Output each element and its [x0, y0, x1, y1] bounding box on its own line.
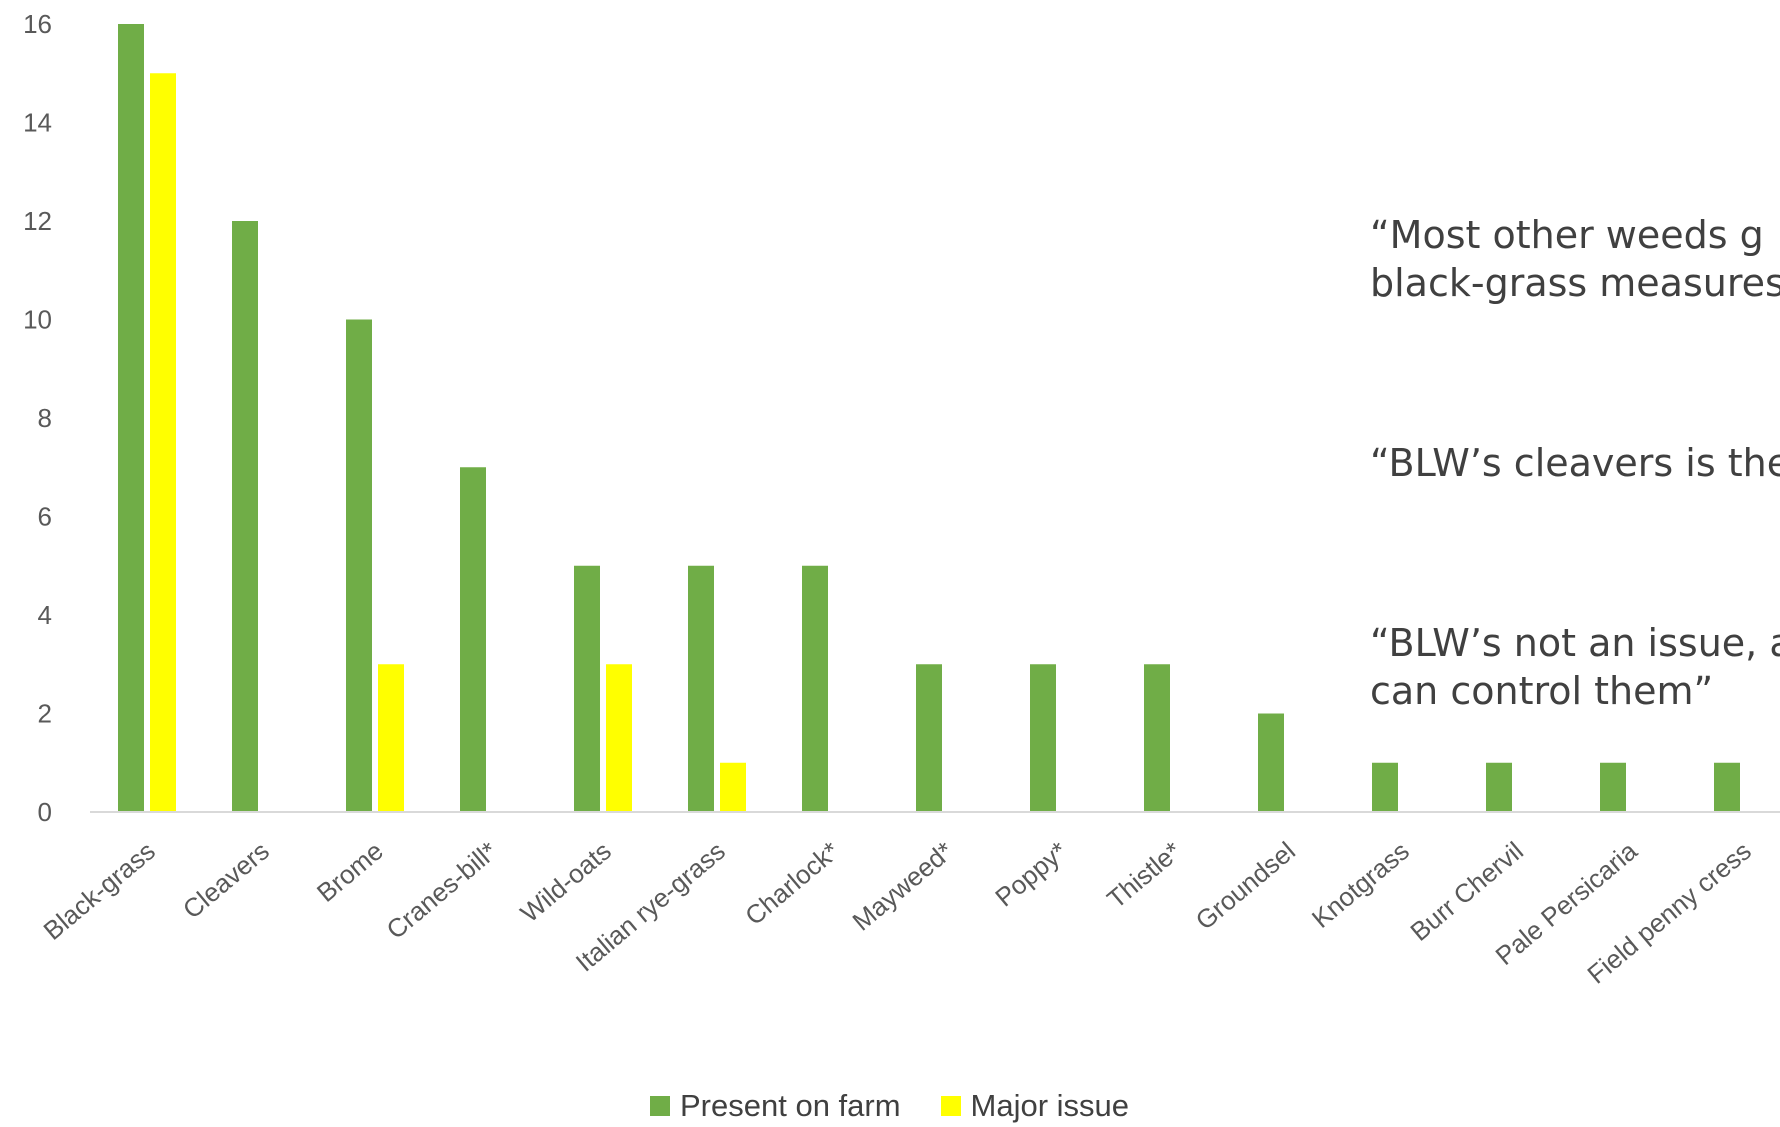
x-tick-label: Thistle* — [1101, 836, 1187, 915]
bar-present-wild-oats — [574, 565, 600, 812]
x-tick-label: Cleavers — [177, 836, 275, 925]
bar-present-italian-rye-grass — [688, 565, 714, 812]
x-tick-label: Brome — [311, 836, 389, 908]
bar-present-burr-chervil — [1486, 762, 1512, 812]
y-tick-label: 16 — [23, 9, 52, 39]
x-tick-label: Charlock* — [739, 836, 845, 931]
y-tick-label: 10 — [23, 305, 52, 335]
legend-swatch — [650, 1096, 670, 1116]
y-tick-label: 6 — [38, 502, 52, 532]
bar-present-thistle — [1144, 664, 1170, 812]
x-tick-label: Groundsel — [1190, 836, 1301, 936]
bar-major-black-grass — [150, 73, 176, 812]
legend-item-major: Major issue — [940, 1088, 1130, 1124]
y-tick-label: 14 — [23, 108, 52, 138]
bar-present-field-penny-cress — [1714, 762, 1740, 812]
bar-major-italian-rye-grass — [720, 762, 746, 812]
y-axis: 0 2 4 6 8 10 12 14 16 — [23, 9, 52, 827]
y-tick-label: 4 — [38, 600, 52, 630]
quote-text: “BLW’s not an issue, a can control them” — [1370, 621, 1780, 713]
x-tick-label: Wild-oats — [515, 836, 617, 929]
bar-present-charlock — [802, 565, 828, 812]
legend-item-present: Present on farm — [650, 1088, 901, 1124]
x-tick-label: Knotgrass — [1306, 836, 1415, 934]
bar-present-poppy — [1030, 664, 1056, 812]
bar-present-cleavers — [232, 221, 258, 812]
x-tick-label: Cranes-bill* — [381, 836, 503, 945]
y-tick-label: 12 — [23, 206, 52, 236]
bars — [118, 24, 1740, 812]
quote-text: “BLW’s cleavers is the — [1370, 441, 1780, 485]
legend-label: Major issue — [970, 1088, 1130, 1123]
bar-present-mayweed — [916, 664, 942, 812]
bar-present-black-grass — [118, 24, 144, 812]
bar-present-groundsel — [1258, 713, 1284, 812]
quote-block: “Most other weeds g black-grass measures… — [1370, 115, 1780, 799]
legend-label: Present on farm — [680, 1088, 901, 1123]
y-tick-label: 2 — [38, 699, 52, 729]
y-tick-label: 8 — [38, 403, 52, 433]
bar-present-pale-persicaria — [1600, 762, 1626, 812]
quote-text: “Most other weeds g black-grass measures — [1370, 213, 1780, 305]
x-tick-label: Poppy* — [989, 836, 1073, 913]
bar-present-cranes-bill — [460, 467, 486, 812]
legend-swatch — [940, 1096, 961, 1116]
x-tick-label: Mayweed* — [847, 836, 959, 937]
bar-major-wild-oats — [606, 664, 632, 812]
bar-present-knotgrass — [1372, 762, 1398, 812]
y-tick-label: 0 — [38, 797, 52, 827]
bar-present-brome — [346, 319, 372, 812]
x-tick-label: Black-grass — [38, 836, 161, 946]
bar-major-brome — [378, 664, 404, 812]
legend: Present on farm Major issue — [650, 1088, 1169, 1124]
